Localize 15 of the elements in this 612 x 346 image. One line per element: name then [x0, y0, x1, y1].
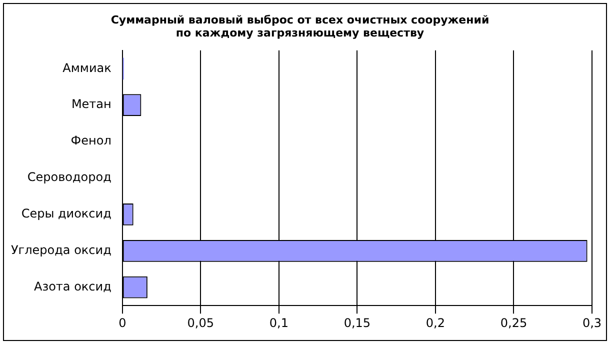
x-tick-label: 0,1 — [269, 316, 288, 330]
y-tick-label: Азота оксид — [34, 279, 112, 294]
chart-title: Суммарный валовый выброс от всех очистных сооружений по каждому загрязняющему веществу — [110, 13, 490, 40]
x-tick-label: 0 — [118, 316, 126, 330]
y-tick-label: Серы диоксид — [21, 206, 112, 221]
x-tick-label: 0,15 — [344, 316, 371, 330]
x-tick-label: 0,2 — [426, 316, 446, 330]
x-tick-label: 0,05 — [187, 316, 214, 330]
y-tick-label: Метан — [71, 97, 112, 112]
x-tick-label: 0,25 — [500, 316, 528, 330]
y-tick-label: Фенол — [70, 134, 112, 148]
x-tick-label: 0,3 — [582, 316, 602, 330]
y-tick-label: Аммиак — [62, 60, 112, 75]
y-tick-label: Сероводород — [27, 170, 112, 184]
y-tick-label: Углерода оксид — [10, 243, 112, 258]
